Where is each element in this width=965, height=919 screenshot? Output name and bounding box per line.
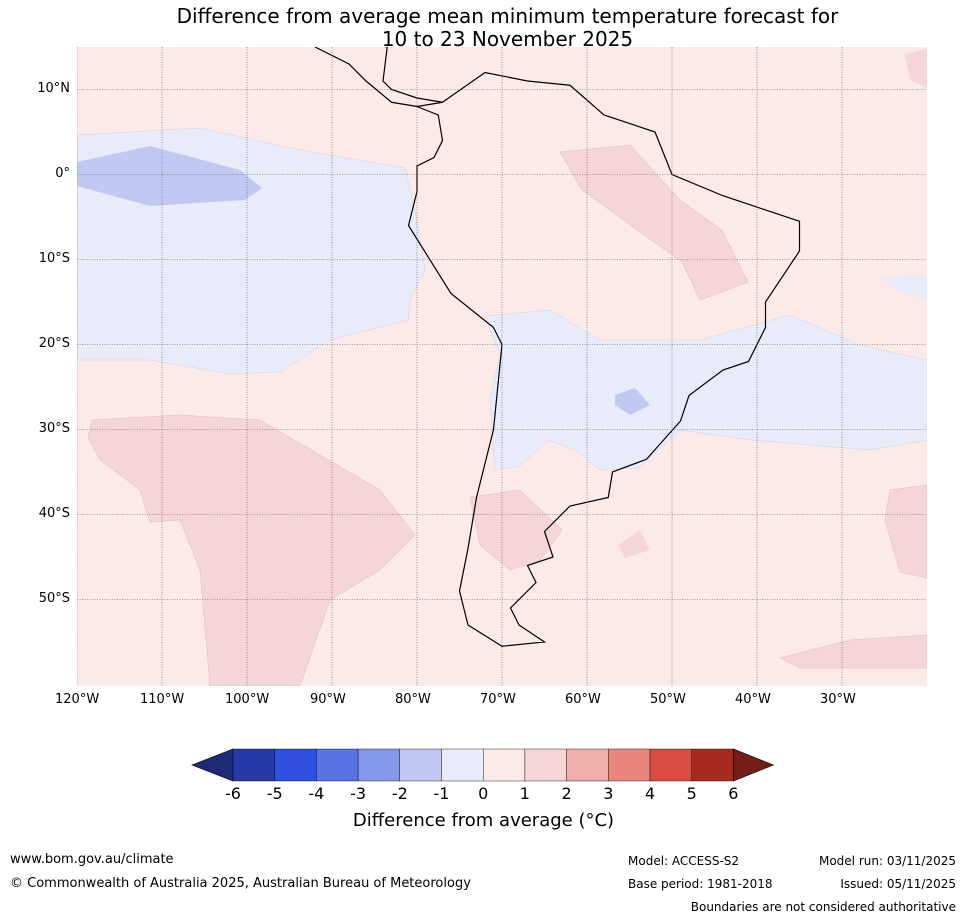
- anomaly-map: [77, 47, 927, 686]
- lon-tick-label: 60°W: [565, 692, 601, 707]
- footer-disclaimer: Boundaries are not considered authoritat…: [690, 900, 956, 914]
- lon-tick-label: 80°W: [395, 692, 431, 707]
- colorbar-segment: [566, 748, 609, 782]
- colorbar-tick-label: 2: [561, 784, 572, 803]
- anomaly-region-warm-east: [884, 484, 927, 579]
- colorbar-tick-label: -5: [266, 784, 283, 803]
- colorbar-segment: [399, 748, 442, 782]
- footer-copyright: © Commonwealth of Australia 2025, Austra…: [10, 876, 471, 891]
- anomaly-region-cool-equator: [77, 146, 262, 206]
- colorbar-segment: [274, 748, 317, 782]
- lon-tick-label: 50°W: [650, 692, 686, 707]
- colorbar-segment: [483, 748, 526, 782]
- anomaly-region-warm-se-pacific: [87, 414, 416, 686]
- graticule: [77, 47, 927, 686]
- anomaly-region-warm-patagonia: [469, 489, 563, 571]
- colorbar-segment: [441, 748, 484, 782]
- anomaly-region-cool-ne: [880, 275, 927, 300]
- anomaly-region-cool-paraguay: [615, 388, 650, 415]
- colorbar-tick-label: -2: [391, 784, 408, 803]
- colorbar: [191, 748, 775, 782]
- anomaly-region-warm-south: [779, 634, 927, 669]
- title-line1: Difference from average mean minimum tem…: [176, 4, 839, 28]
- colorbar-segment: [691, 748, 734, 782]
- lat-tick-label: 10°N: [37, 80, 70, 96]
- footer-base-period: Base period: 1981-2018: [628, 877, 773, 891]
- colorbar-tick-label: -1: [433, 784, 450, 803]
- anomaly-region-cool-atlantic: [484, 309, 927, 471]
- footer-url[interactable]: www.bom.gov.au/climate: [10, 852, 174, 867]
- lon-tick-label: 90°W: [310, 692, 346, 707]
- lat-tick-label: 10°S: [38, 250, 70, 266]
- colorbar-segment: [316, 748, 359, 782]
- colorbar-segment: [357, 748, 401, 782]
- lon-tick-label: 100°W: [225, 692, 270, 707]
- footer-issued: Issued: 05/11/2025: [840, 877, 956, 891]
- central-america-coastline: [314, 47, 443, 108]
- colorbar-tick-label: -3: [350, 784, 367, 803]
- colorbar-tick-label: -6: [225, 784, 241, 803]
- lat-tick-label: 50°S: [38, 590, 70, 606]
- colorbar-title: Difference from average (°C): [352, 810, 615, 831]
- colorbar-under-arrow: [191, 748, 234, 782]
- colorbar-tick-label: 0: [478, 784, 489, 803]
- lat-tick-label: 30°S: [38, 420, 70, 436]
- south-america-coastline: [407, 71, 801, 647]
- footer-model-run: Model run: 03/11/2025: [818, 854, 956, 868]
- colorbar-segment: [524, 748, 567, 782]
- title-line2: 10 to 23 November 2025: [381, 27, 634, 51]
- lat-tick-label: 0°: [55, 165, 70, 181]
- lon-tick-label: 120°W: [55, 692, 100, 707]
- colorbar-tick-label: 3: [603, 784, 614, 803]
- footer-model: Model: ACCESS-S2: [628, 854, 740, 868]
- lon-tick-label: 40°W: [735, 692, 771, 707]
- colorbar-tick-label: 1: [519, 784, 530, 803]
- chart-title: Difference from average mean minimum tem…: [0, 5, 965, 51]
- colorbar-tick-label: 4: [644, 784, 656, 803]
- colorbar-over-arrow: [733, 748, 775, 782]
- lon-tick-label: 70°W: [480, 692, 516, 707]
- lon-tick-label: 110°W: [140, 692, 185, 707]
- lat-tick-label: 40°S: [38, 505, 70, 521]
- anomaly-region-warm-amazon: [559, 144, 749, 301]
- anomaly-region-warm-ne: [905, 48, 927, 88]
- colorbar-tick-label: 5: [686, 784, 697, 803]
- colorbar-segment: [608, 748, 651, 782]
- colorbar-segment: [232, 748, 275, 782]
- lat-tick-label: 20°S: [38, 335, 70, 351]
- colorbar-segment: [649, 748, 692, 782]
- anomaly-region-warm-small: [618, 530, 650, 558]
- colorbar-tick-label: 6: [728, 784, 739, 803]
- colorbar-tick-label: -4: [308, 784, 325, 803]
- lon-tick-label: 30°W: [820, 692, 856, 707]
